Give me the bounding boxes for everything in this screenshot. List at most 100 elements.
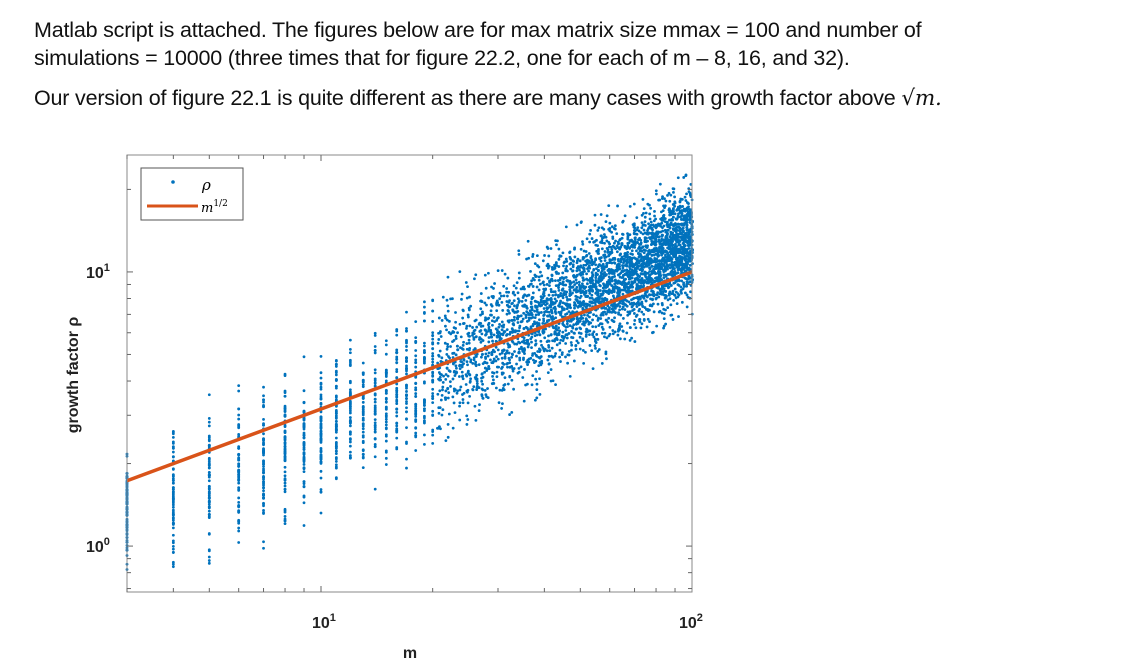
- scatter-point: [384, 456, 388, 460]
- scatter-point: [405, 402, 408, 405]
- scatter-point: [530, 340, 533, 344]
- scatter-point: [423, 312, 426, 315]
- scatter-point: [431, 374, 435, 378]
- scatter-point: [442, 374, 445, 378]
- scatter-point: [588, 333, 591, 337]
- scatter-point: [501, 371, 505, 375]
- scatter-point: [319, 460, 323, 463]
- scatter-point: [513, 350, 516, 353]
- scatter-point: [373, 487, 377, 491]
- scatter-point: [682, 176, 686, 179]
- scatter-point: [607, 228, 611, 231]
- scatter-point: [302, 433, 306, 437]
- scatter-point: [466, 401, 470, 405]
- scatter-point: [479, 340, 483, 344]
- scatter-point: [660, 302, 664, 305]
- scatter-point: [431, 334, 435, 338]
- scatter-point: [637, 303, 641, 307]
- scatter-point: [674, 239, 678, 242]
- scatter-point: [405, 400, 408, 403]
- scatter-point: [590, 260, 594, 263]
- scatter-point: [654, 189, 658, 193]
- scatter-point: [527, 318, 531, 322]
- scatter-point: [466, 315, 470, 319]
- scatter-point: [672, 187, 676, 191]
- scatter-point: [576, 295, 579, 299]
- scatter-point: [436, 361, 440, 365]
- scatter-point: [641, 265, 645, 269]
- scatter-point: [459, 360, 463, 363]
- scatter-point: [584, 295, 588, 298]
- scatter-point: [585, 272, 588, 276]
- scatter-point: [618, 337, 622, 341]
- scatter-point: [458, 375, 461, 378]
- scatter-point: [460, 375, 464, 379]
- scatter-point: [620, 283, 624, 286]
- scatter-point: [678, 204, 682, 208]
- scatter-point: [608, 221, 612, 225]
- scatter-point: [481, 396, 485, 400]
- scatter-point: [651, 223, 655, 227]
- scatter-point: [679, 245, 683, 249]
- scatter-point: [444, 398, 447, 401]
- scatter-point: [171, 513, 175, 517]
- scatter-point: [679, 250, 683, 254]
- scatter-point: [667, 285, 671, 289]
- scatter-point: [596, 293, 599, 297]
- scatter-point: [529, 316, 533, 320]
- scatter-point: [648, 270, 652, 273]
- scatter-point: [621, 220, 625, 224]
- scatter-point: [431, 347, 435, 351]
- scatter-point: [636, 226, 640, 230]
- scatter-point: [581, 278, 585, 282]
- scatter-point: [302, 467, 306, 470]
- scatter-point: [671, 244, 674, 248]
- scatter-point: [580, 314, 583, 318]
- scatter-point: [334, 428, 338, 432]
- scatter-point: [423, 433, 426, 437]
- scatter-point: [565, 290, 569, 294]
- scatter-point: [283, 509, 287, 513]
- scatter-point: [671, 236, 675, 240]
- scatter-point: [171, 432, 175, 436]
- scatter-point: [459, 346, 462, 350]
- scatter-point: [423, 357, 426, 361]
- scatter-point: [547, 362, 551, 366]
- scatter-point: [621, 329, 625, 333]
- scatter-point: [639, 284, 643, 288]
- scatter-point: [664, 199, 668, 203]
- scatter-point: [334, 412, 338, 415]
- scatter-point: [348, 381, 352, 385]
- scatter-point: [283, 454, 287, 458]
- scatter-point: [490, 351, 494, 355]
- scatter-point: [661, 195, 664, 199]
- scatter-point: [361, 435, 365, 439]
- scatter-point: [524, 313, 528, 317]
- scatter-point: [302, 480, 306, 484]
- scatter-point: [546, 314, 550, 318]
- scatter-point: [565, 264, 569, 268]
- scatter-point: [464, 383, 468, 386]
- scatter-point: [512, 315, 516, 319]
- scatter-point: [516, 321, 520, 324]
- scatter-point: [571, 336, 575, 340]
- scatter-point: [348, 416, 352, 419]
- scatter-point: [283, 435, 287, 438]
- scatter-point: [486, 367, 489, 371]
- scatter-point: [564, 257, 568, 261]
- scatter-point: [573, 247, 576, 251]
- scatter-point: [592, 330, 596, 334]
- scatter-point: [437, 377, 440, 381]
- scatter-point: [564, 355, 567, 359]
- scatter-point: [662, 213, 666, 217]
- scatter-point: [533, 278, 536, 282]
- scatter-point: [440, 373, 443, 377]
- scatter-point: [554, 352, 558, 355]
- scatter-point: [584, 350, 587, 354]
- scatter-point: [567, 310, 571, 314]
- scatter-point: [620, 236, 624, 240]
- scatter-point: [439, 335, 443, 338]
- scatter-point: [468, 295, 471, 299]
- scatter-point: [662, 326, 665, 330]
- scatter-point: [603, 271, 607, 274]
